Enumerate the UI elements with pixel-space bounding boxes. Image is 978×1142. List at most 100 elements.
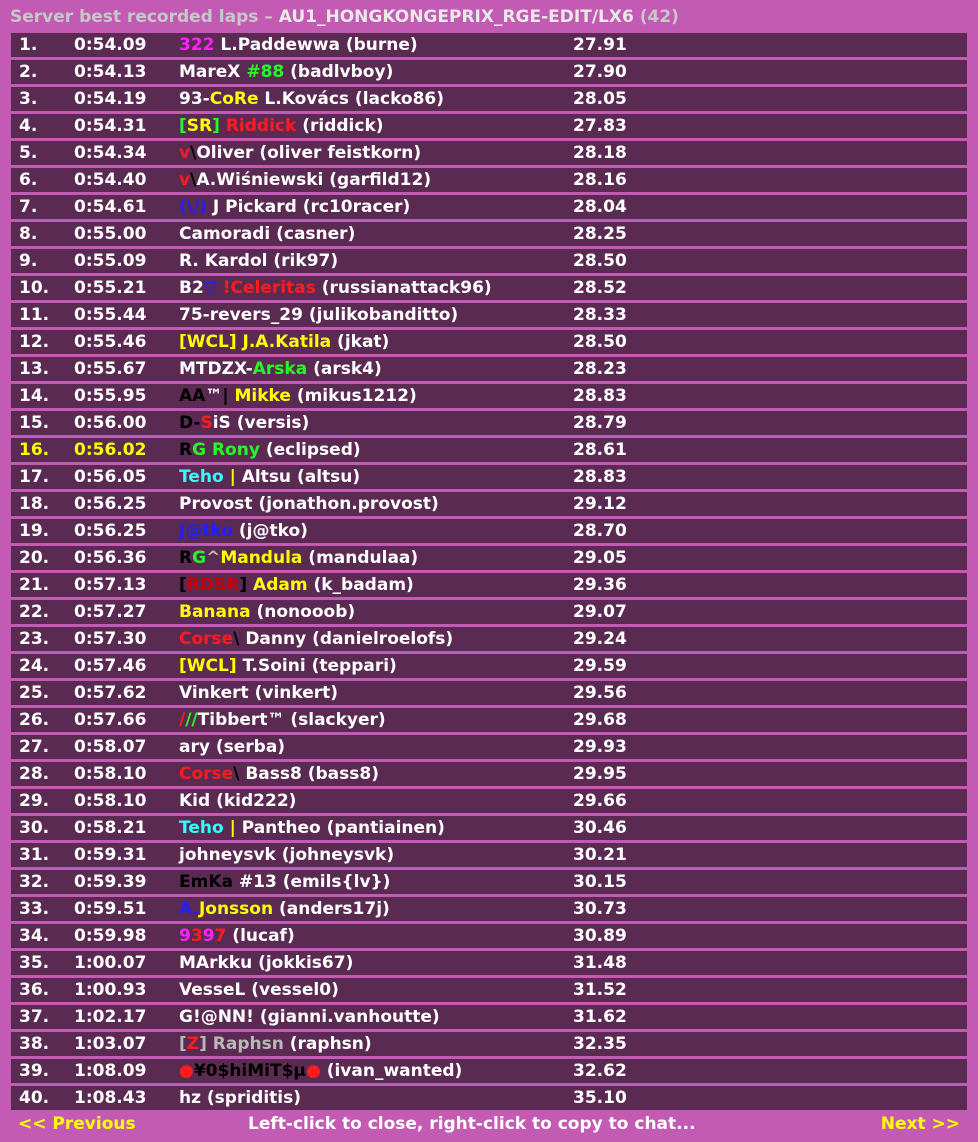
previous-button[interactable]: << Previous — [18, 1114, 136, 1134]
name-segment: (j@tko) — [232, 521, 308, 541]
lap-row[interactable]: 14. 0:55.95 AA™| Mikke (mikus1212) 28.83 — [11, 384, 967, 408]
name-segment: (k_badam) — [307, 575, 414, 595]
row-position: 22. — [19, 602, 50, 622]
row-lap-time: 0:55.46 — [74, 332, 147, 352]
row-lap-time: 1:00.93 — [74, 980, 147, 1000]
name-segment: johneysvk (johneysvk) — [179, 845, 395, 865]
name-segment: #13 (emils{lv}) — [232, 872, 391, 892]
name-segment: // — [185, 710, 198, 730]
lap-row[interactable]: 29. 0:58.10 Kid (kid222) 29.66 — [11, 789, 967, 813]
lap-row[interactable]: 40. 1:08.43 hz (spriditis) 35.10 — [11, 1086, 967, 1110]
lap-row[interactable]: 16. 0:56.02 RG Rony (eclipsed) 28.61 — [11, 438, 967, 462]
lap-row[interactable]: 39. 1:08.09 ●¥0$hiMiT$µ● (ivan_wanted) 32.6… — [11, 1059, 967, 1083]
row-lap-time: 1:03.07 — [74, 1034, 147, 1054]
name-segment: ● — [179, 1061, 194, 1081]
row-lap-time: 0:55.67 — [74, 359, 147, 379]
lap-row[interactable]: 17. 0:56.05 Teho | Altsu (altsu) 28.83 — [11, 465, 967, 489]
lap-row[interactable]: 7. 0:54.61 (\/) J Pickard (rc10racer) 28.04 — [11, 195, 967, 219]
lap-row[interactable]: 11. 0:55.44 75-revers_29 (julikobanditto) 2… — [11, 303, 967, 327]
lap-row[interactable]: 12. 0:55.46 [WCL] J.A.Katila (jkat) 28.50 — [11, 330, 967, 354]
next-button[interactable]: Next >> — [880, 1114, 960, 1134]
lap-count: (42) — [639, 7, 679, 27]
row-position: 4. — [19, 116, 38, 136]
lap-row[interactable]: 33. 0:59.51 A.Jonsson (anders17j) 30.73 — [11, 897, 967, 921]
lap-row[interactable]: 37. 1:02.17 G!@NN! (gianni.vanhoutte) 31.62 — [11, 1005, 967, 1029]
row-lap-time: 0:54.09 — [74, 35, 147, 55]
name-segment: ^ — [206, 548, 221, 568]
row-lap-time: 0:56.02 — [74, 440, 147, 460]
lap-row[interactable]: 25. 0:57.62 Vinkert (vinkert) 29.56 — [11, 681, 967, 705]
lap-row[interactable]: 35. 1:00.07 MArkku (jokkis67) 31.48 — [11, 951, 967, 975]
panel-title: Server best recorded laps – AU1_HONGKONG… — [10, 4, 970, 30]
name-segment: ] — [212, 116, 226, 136]
name-segment: Camoradi (casner) — [179, 224, 356, 244]
name-segment: [ — [179, 575, 187, 595]
name-segment: Z — [186, 1034, 200, 1054]
row-driver-name: R. Kardol (rik97) — [179, 249, 338, 273]
name-segment: Riddick — [225, 116, 297, 136]
row-position: 21. — [19, 575, 50, 595]
lap-row[interactable]: 30. 0:58.21 Teho | Pantheo (pantiainen) 30.… — [11, 816, 967, 840]
lap-row[interactable]: 18. 0:56.25 Provost (jonathon.provost) 29.1… — [11, 492, 967, 516]
lap-row[interactable]: 2. 0:54.13 MareX #88 (badlvboy) 27.90 — [11, 60, 967, 84]
name-segment: (ivan_wanted) — [320, 1061, 463, 1081]
row-driver-name: Kid (kid222) — [179, 789, 296, 813]
lap-row[interactable]: 6. 0:54.40 v\A.Wiśniewski (garfild12) 28.16 — [11, 168, 967, 192]
lap-row[interactable]: 23. 0:57.30 Corse\ Danny (danielroelofs) 29… — [11, 627, 967, 651]
row-lap-time: 0:59.51 — [74, 899, 147, 919]
row-driver-name: J@tko (j@tko) — [179, 519, 308, 543]
lap-row[interactable]: 5. 0:54.34 v\Oliver (oliver feistkorn) 28.1… — [11, 141, 967, 165]
row-split-time: 28.25 — [573, 224, 627, 244]
lap-row[interactable]: 15. 0:56.00 D-SiS (versis) 28.79 — [11, 411, 967, 435]
row-split-time: 31.52 — [573, 980, 627, 1000]
row-split-time: 29.36 — [573, 575, 627, 595]
name-segment: VesseL (vessel0) — [179, 980, 339, 1000]
name-segment: T.Soini (teppari) — [236, 656, 397, 676]
name-segment: G — [192, 548, 207, 568]
lap-row[interactable]: 24. 0:57.46 [WCL] T.Soini (teppari) 29.59 — [11, 654, 967, 678]
lap-row[interactable]: 4. 0:54.31 [SR] Riddick (riddick) 27.83 — [11, 114, 967, 138]
lap-row[interactable]: 1. 0:54.09 322 L.Paddewwa (burne) 27.91 — [11, 33, 967, 57]
lap-row[interactable]: 28. 0:58.10 Corse\ Bass8 (bass8) 29.95 — [11, 762, 967, 786]
row-driver-name: [WCL] T.Soini (teppari) — [179, 654, 397, 678]
name-segment: ▽ — [203, 278, 217, 298]
name-segment: (jkat) — [331, 332, 390, 352]
name-segment: A. — [179, 899, 199, 919]
name-segment: 7 — [214, 926, 227, 946]
lap-row[interactable]: 13. 0:55.67 MTDZX-Arska (arsk4) 28.23 — [11, 357, 967, 381]
row-position: 6. — [19, 170, 38, 190]
lap-row[interactable]: 27. 0:58.07 ary (serba) 29.93 — [11, 735, 967, 759]
row-lap-time: 0:55.95 — [74, 386, 147, 406]
lap-row[interactable]: 9. 0:55.09 R. Kardol (rik97) 28.50 — [11, 249, 967, 273]
row-lap-time: 0:54.34 — [74, 143, 147, 163]
track-name: AU1_HONGKONGEPRIX_RGE-EDIT/LX6 — [278, 7, 634, 27]
row-position: 2. — [19, 62, 38, 82]
lap-row[interactable]: 32. 0:59.39 EmKa #13 (emils{lv}) 30.15 — [11, 870, 967, 894]
row-position: 9. — [19, 251, 38, 271]
row-lap-time: 0:56.25 — [74, 521, 147, 541]
row-driver-name: v\A.Wiśniewski (garfild12) — [179, 168, 431, 192]
lap-row[interactable]: 21. 0:57.13 [RDSR] Adam (k_badam) 29.36 — [11, 573, 967, 597]
lap-row[interactable]: 3. 0:54.19 93-CoRe L.Kovács (lacko86) 28.05 — [11, 87, 967, 111]
row-position: 29. — [19, 791, 50, 811]
row-lap-time: 0:56.05 — [74, 467, 147, 487]
lap-row[interactable]: 26. 0:57.66///Tibbert™ (slackyer) 29.68 — [11, 708, 967, 732]
lap-row[interactable]: 20. 0:56.36 RG^Mandula (mandulaa) 29.05 — [11, 546, 967, 570]
name-segment: Rony — [211, 440, 260, 460]
lap-row[interactable]: 34. 0:59.98 9397 (lucaf) 30.89 — [11, 924, 967, 948]
name-segment: J Pickard (rc10racer) — [206, 197, 411, 217]
lap-row[interactable]: 10. 0:55.21 B2▽ !Celeritas (russianattack9… — [11, 276, 967, 300]
lap-row[interactable]: 31. 0:59.31 johneysvk (johneysvk) 30.21 — [11, 843, 967, 867]
lap-row[interactable]: 22. 0:57.27 Banana (nonooob) 29.07 — [11, 600, 967, 624]
name-segment: 322 — [179, 35, 215, 55]
name-segment: 75-revers_29 (julikobanditto) — [179, 305, 459, 325]
row-position: 18. — [19, 494, 50, 514]
name-segment: Kid (kid222) — [179, 791, 297, 811]
row-lap-time: 0:57.46 — [74, 656, 147, 676]
lap-row[interactable]: 19. 0:56.25 J@tko (j@tko) 28.70 — [11, 519, 967, 543]
row-position: 36. — [19, 980, 50, 1000]
lap-row[interactable]: 36. 1:00.93 VesseL (vessel0) 31.52 — [11, 978, 967, 1002]
lap-row[interactable]: 38. 1:03.07 [Z] Raphsn (raphsn) 32.35 — [11, 1032, 967, 1056]
lap-row[interactable]: 8. 0:55.00 Camoradi (casner) 28.25 — [11, 222, 967, 246]
